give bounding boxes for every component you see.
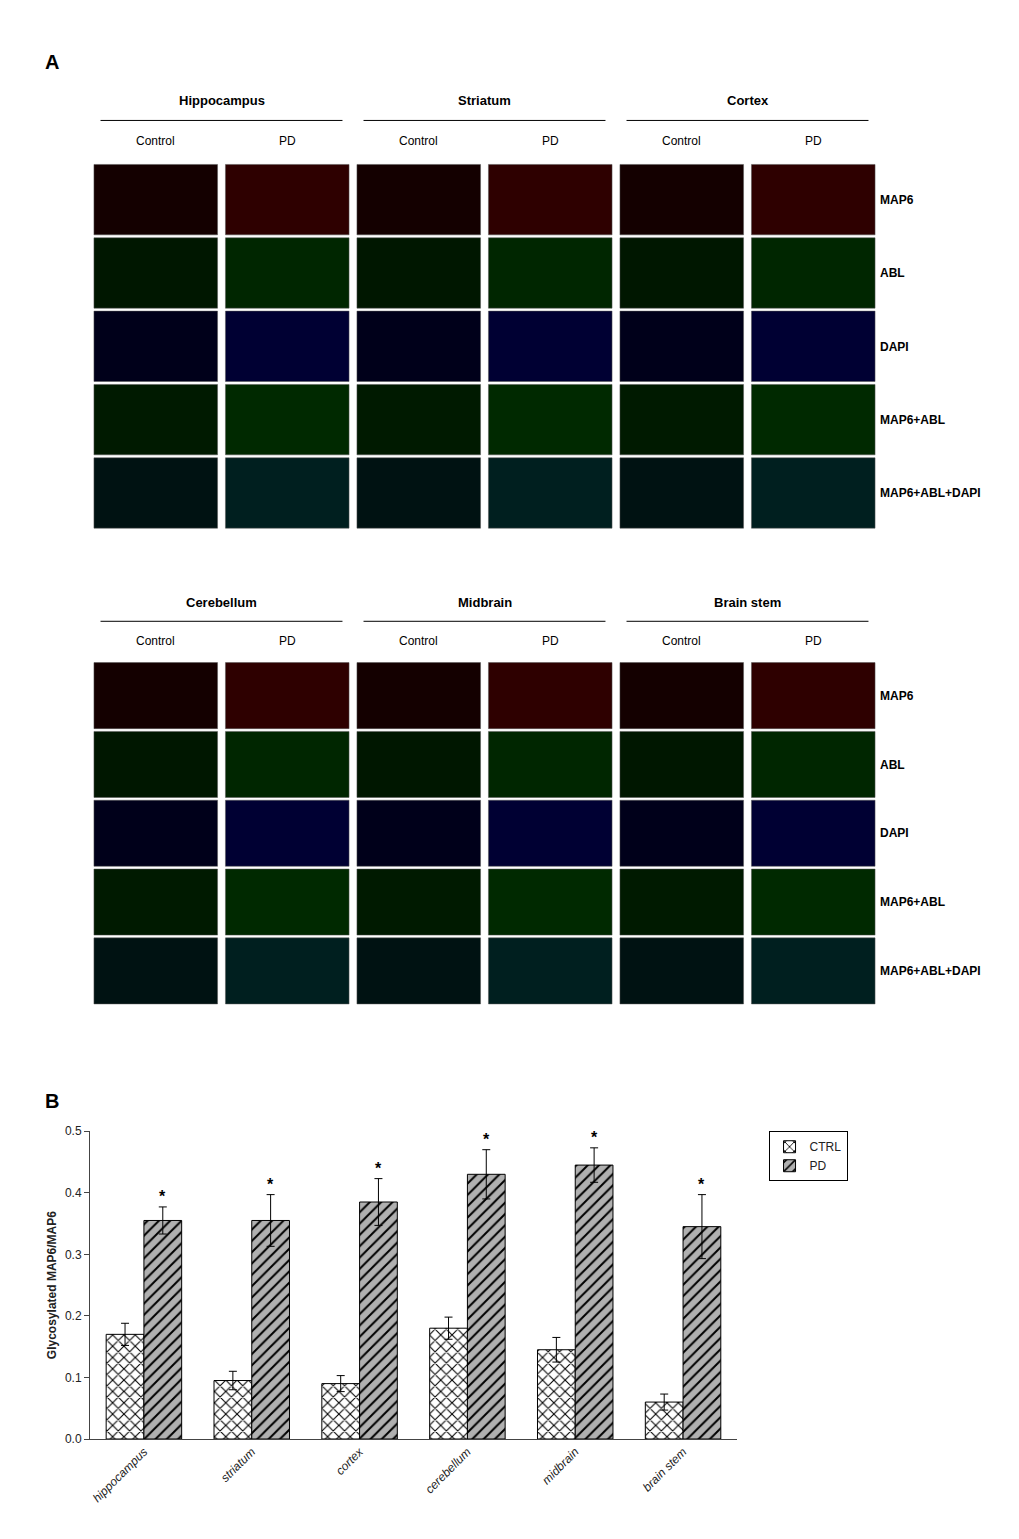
svg-text:0.0: 0.0 [65, 1432, 82, 1446]
svg-text:0.5: 0.5 [65, 1124, 82, 1138]
svg-text:PD: PD [805, 134, 822, 148]
svg-text:Glycosylated MAP6/MAP6: Glycosylated MAP6/MAP6 [45, 1211, 59, 1359]
svg-text:0.1: 0.1 [65, 1371, 82, 1385]
svg-text:*: * [159, 1188, 166, 1205]
svg-text:Striatum: Striatum [458, 93, 511, 108]
svg-text:ABL: ABL [880, 266, 905, 280]
svg-text:DAPI: DAPI [880, 826, 909, 840]
svg-text:Control: Control [662, 134, 701, 148]
svg-text:brain stem: brain stem [640, 1445, 690, 1495]
svg-text:ABL: ABL [880, 758, 905, 772]
svg-text:*: * [375, 1160, 382, 1177]
svg-text:Cortex: Cortex [727, 93, 769, 108]
svg-text:midbrain: midbrain [539, 1445, 582, 1488]
svg-text:cerebellum: cerebellum [422, 1445, 473, 1496]
svg-text:Control: Control [399, 134, 438, 148]
svg-text:MAP6: MAP6 [880, 193, 914, 207]
svg-text:MAP6+ABL: MAP6+ABL [880, 413, 945, 427]
svg-text:PD: PD [542, 634, 559, 648]
svg-text:*: * [483, 1131, 490, 1148]
svg-text:*: * [267, 1176, 274, 1193]
svg-text:Control: Control [136, 634, 175, 648]
svg-text:0.2: 0.2 [65, 1309, 82, 1323]
svg-text:0.3: 0.3 [65, 1248, 82, 1262]
svg-text:*: * [591, 1129, 598, 1146]
svg-text:PD: PD [279, 634, 296, 648]
svg-text:0.4: 0.4 [65, 1186, 82, 1200]
svg-text:striatum: striatum [218, 1445, 258, 1485]
svg-text:CTRL: CTRL [810, 1140, 842, 1154]
svg-text:*: * [698, 1176, 705, 1193]
svg-text:A: A [45, 51, 59, 73]
svg-text:PD: PD [279, 134, 296, 148]
svg-text:MAP6+ABL+DAPI: MAP6+ABL+DAPI [880, 964, 981, 978]
svg-text:Cerebellum: Cerebellum [186, 595, 257, 610]
svg-text:MAP6+ABL+DAPI: MAP6+ABL+DAPI [880, 486, 981, 500]
svg-text:PD: PD [805, 634, 822, 648]
svg-text:PD: PD [542, 134, 559, 148]
svg-text:Hippocampus: Hippocampus [179, 93, 265, 108]
svg-text:hippocampus: hippocampus [90, 1445, 150, 1505]
svg-text:PD: PD [810, 1159, 827, 1173]
svg-text:Brain stem: Brain stem [714, 595, 781, 610]
svg-text:DAPI: DAPI [880, 340, 909, 354]
svg-text:Midbrain: Midbrain [458, 595, 512, 610]
svg-text:MAP6+ABL: MAP6+ABL [880, 895, 945, 909]
svg-text:MAP6: MAP6 [880, 689, 914, 703]
svg-text:Control: Control [399, 634, 438, 648]
svg-text:cortex: cortex [333, 1444, 367, 1478]
svg-text:Control: Control [662, 634, 701, 648]
svg-text:Control: Control [136, 134, 175, 148]
svg-text:B: B [45, 1090, 59, 1112]
